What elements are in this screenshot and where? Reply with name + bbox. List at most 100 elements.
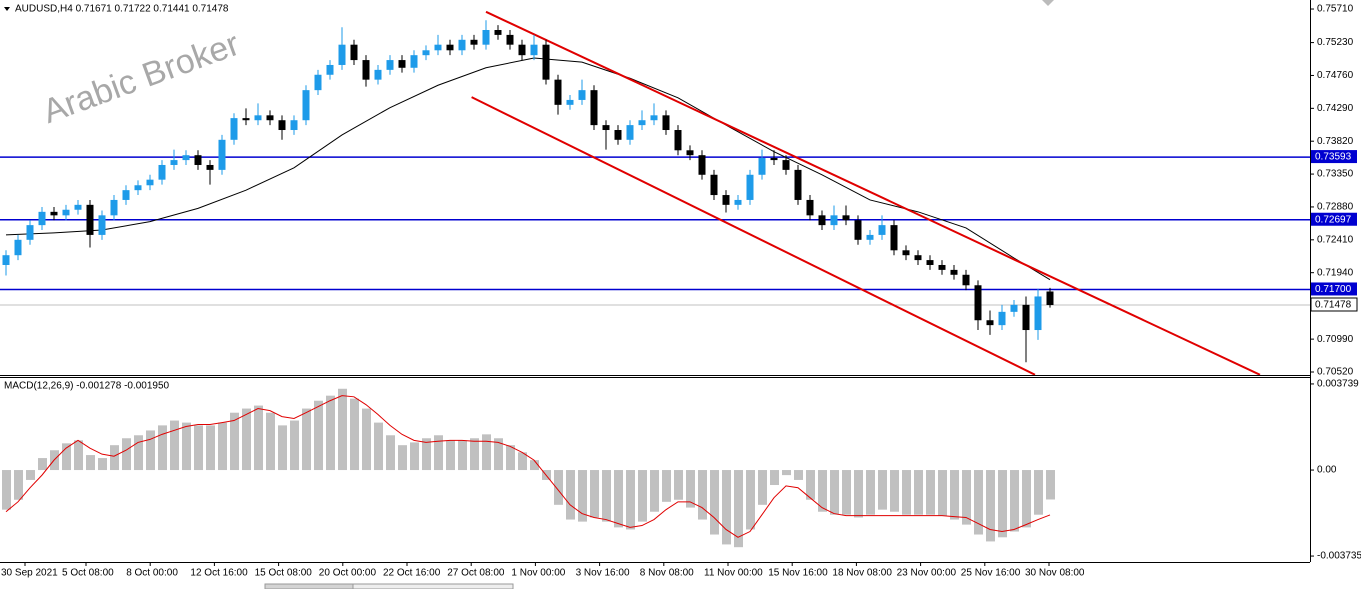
macd-bar [290,420,299,471]
x-tick-label: 25 Nov 16:00 [961,568,1021,579]
y-tick-label: 0.74290 [1317,103,1354,114]
scroll-tab[interactable] [352,583,514,589]
candle-body [134,185,142,191]
candle-body [614,130,622,140]
level-box [1311,282,1357,296]
candle-body [218,139,226,170]
candle-body [962,274,970,286]
x-tick-label: 12 Oct 16:00 [190,568,248,579]
candle-body [842,215,850,221]
scroll-tab[interactable] [264,583,354,589]
macd-bar [530,460,539,471]
macd-bar [158,425,167,471]
macd-bar [1046,470,1055,500]
candle-body [338,44,346,65]
candle-body [170,160,178,165]
level-box [1311,212,1357,226]
candle-body [890,225,898,251]
macd-bar [74,440,83,471]
candle-body [98,215,106,235]
y-tick-label: -0.003735 [1317,551,1361,562]
macd-bar [194,425,203,471]
candle-body [86,204,94,235]
macd-bar [122,438,131,471]
y-tick-label: 0.75230 [1317,37,1354,48]
candle-body [158,164,166,180]
candle-body [638,120,646,126]
macd-bar [962,470,971,525]
candle-body [602,125,610,131]
candle-body [914,255,922,261]
macd-bar [338,388,347,471]
macd-bar [914,470,923,515]
macd-bar [734,470,743,548]
candle-body [302,90,310,121]
candle-body [590,90,598,126]
macd-bar [362,408,371,471]
macd-bar [446,440,455,471]
y-tick-label: 0.70990 [1317,334,1354,345]
macd-bar [134,435,143,471]
candle-body [998,311,1006,326]
candle-body [878,225,886,235]
macd-bar [374,422,383,471]
macd-bar [146,430,155,471]
x-tick-label: 5 Oct 08:00 [62,568,114,579]
candle-body [434,44,442,51]
last-price-box [1310,297,1358,312]
menu-icon[interactable] [4,7,10,11]
macd-bar [842,470,851,515]
x-tick-label: 8 Oct 00:00 [126,568,178,579]
x-tick-label: 1 Nov 00:00 [511,568,565,579]
candle-body [686,150,694,156]
candle-body [206,164,214,170]
y-tick-label: 0.75710 [1317,4,1354,15]
macd-bar [806,470,815,500]
x-tick-label: 30 Nov 08:00 [1025,568,1085,579]
macd-signal [5,395,1051,538]
candle-body [494,30,502,35]
candle-body [674,130,682,151]
candle-body [950,269,958,275]
macd-bar [38,458,47,471]
macd-bar [218,422,227,471]
candle-body [62,209,70,216]
macd-bar [482,434,491,471]
macd-bar [554,470,563,505]
macd-bar [314,400,323,471]
candle-body [794,169,802,200]
macd-bar [686,470,695,508]
candle-body [410,55,418,68]
macd-bar [998,470,1007,538]
candle-body [398,60,406,68]
macd-bar [878,470,887,510]
price-pane [0,10,1310,375]
candle-body [458,39,466,51]
macd-bar [710,470,719,535]
macd-bar [926,470,935,515]
macd-bar [590,470,599,518]
candle-body [386,60,394,70]
macd-bar [26,470,35,480]
candle-body [734,199,742,205]
macd-bar [674,470,683,500]
macd-bar [182,422,191,471]
candle-body [974,285,982,321]
candle-body [782,160,790,170]
candle-body [314,74,322,91]
candle-body [626,125,634,140]
candle-body [926,260,934,265]
x-tick-label: 11 Nov 00:00 [704,568,763,579]
candle-body [254,115,262,121]
macd-pane [2,388,1055,548]
candle-body [482,30,490,45]
candle-body [122,190,130,200]
macd-bar [398,445,407,471]
macd-bar [230,412,239,471]
shift-marker [1042,0,1054,6]
candle-body [746,174,754,200]
candle-body [74,204,82,210]
y-tick-label: 0.72410 [1317,234,1354,245]
